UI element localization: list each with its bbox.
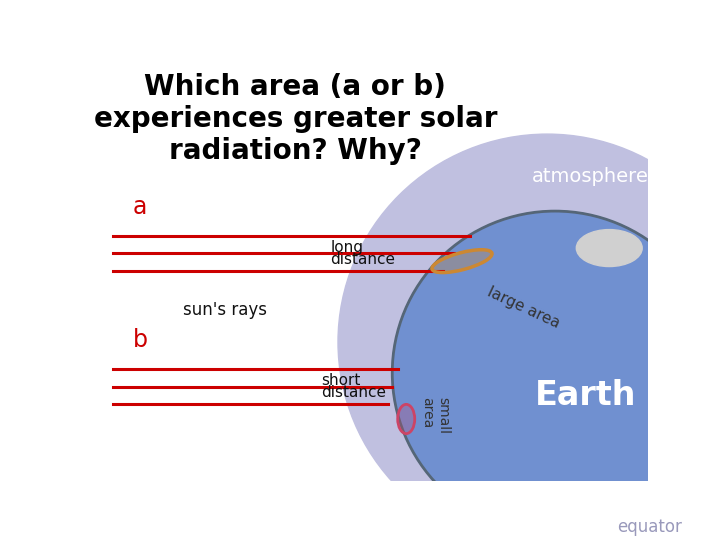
Text: b: b [132, 328, 148, 352]
Text: sun's rays: sun's rays [183, 301, 267, 319]
Ellipse shape [397, 404, 415, 434]
Text: distance: distance [330, 252, 395, 267]
Text: Which area (a or b)
experiences greater solar
radiation? Why?: Which area (a or b) experiences greater … [94, 72, 497, 165]
Text: equator: equator [617, 518, 682, 536]
Text: distance: distance [321, 384, 386, 400]
Text: a: a [132, 195, 147, 219]
Circle shape [338, 134, 720, 540]
Text: atmosphere: atmosphere [531, 167, 648, 186]
Text: small
area: small area [420, 397, 450, 434]
Text: large area: large area [485, 284, 562, 331]
Text: Earth: Earth [535, 380, 636, 413]
Text: long: long [330, 240, 364, 255]
Ellipse shape [576, 230, 642, 267]
Ellipse shape [432, 249, 492, 273]
Circle shape [392, 211, 718, 535]
Text: short: short [321, 373, 360, 388]
